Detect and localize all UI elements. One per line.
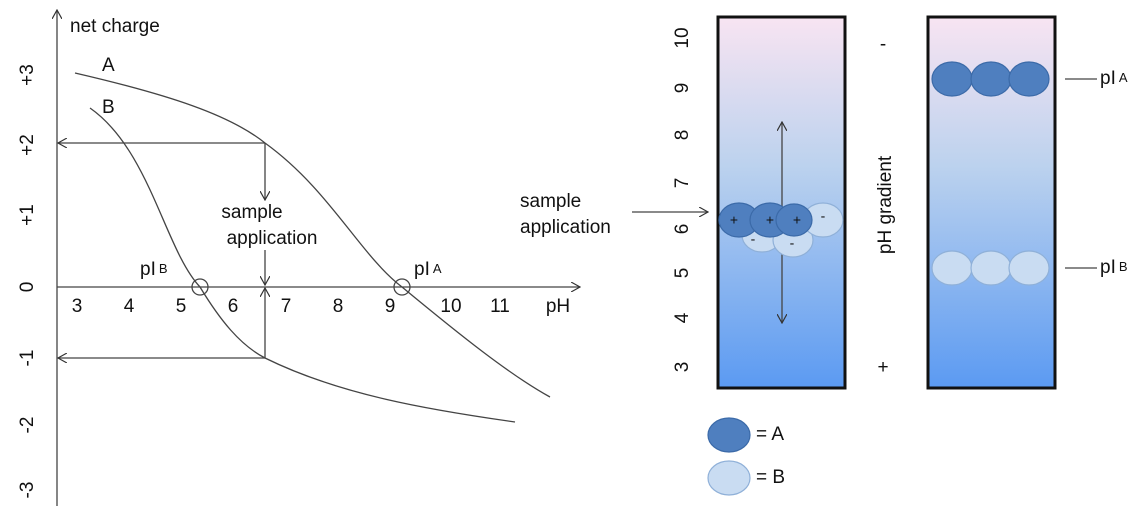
y-label: -2 xyxy=(17,417,38,434)
x-label: 7 xyxy=(281,296,292,317)
ph-label: 10 xyxy=(672,27,693,48)
legend-swatch xyxy=(708,461,750,495)
protein-a xyxy=(1009,62,1049,96)
y-label: +3 xyxy=(17,64,38,86)
y-label: 0 xyxy=(17,282,38,293)
pi-sub: B xyxy=(159,261,168,276)
pi-main: pI xyxy=(140,259,156,280)
charge: - xyxy=(790,235,795,251)
x-label: 8 xyxy=(333,296,344,317)
x-axis-title: pH xyxy=(546,296,570,317)
annotation: sample xyxy=(520,191,581,212)
pi-main: pI xyxy=(1100,257,1116,278)
x-label: 10 xyxy=(440,296,461,317)
pi-main: pI xyxy=(1100,68,1116,89)
protein-b xyxy=(1009,251,1049,285)
ph-label: 4 xyxy=(672,312,693,323)
x-label: 5 xyxy=(176,296,187,317)
curve-a-label: A xyxy=(102,55,115,76)
x-label: 6 xyxy=(228,296,239,317)
charge: + xyxy=(730,212,738,228)
annotation: sample xyxy=(221,202,282,223)
pi-main: pI xyxy=(414,259,430,280)
pi-sub: A xyxy=(1119,70,1128,85)
diagram: net charge +3+2+10-1-2-3 34567891011pH A… xyxy=(0,0,1148,506)
ph-label: 7 xyxy=(672,178,693,189)
charge: + xyxy=(766,212,774,228)
charge: - xyxy=(751,231,756,247)
pi-sub: B xyxy=(1119,259,1128,274)
ph-label: 5 xyxy=(672,268,693,279)
annotation: application xyxy=(520,217,611,238)
x-label: 9 xyxy=(385,296,396,317)
curve-b-label: B xyxy=(102,97,115,118)
x-label: 11 xyxy=(490,296,510,317)
charge: + xyxy=(793,212,801,228)
x-label: 4 xyxy=(124,296,135,317)
gradient-label: pH gradient xyxy=(875,155,896,254)
ph-label: 9 xyxy=(672,83,693,94)
gel-panel: 10 9 8 7 6 5 4 3 sample application + + + - - -… xyxy=(520,17,1128,495)
x-label: 3 xyxy=(72,296,83,317)
legend-label: = A xyxy=(756,424,784,445)
pi-sub: A xyxy=(433,261,442,276)
charge: - xyxy=(821,208,826,224)
y-axis-title: net charge xyxy=(70,16,160,37)
legend-label: = B xyxy=(756,467,785,488)
anode: + xyxy=(877,357,888,378)
left-plot: net charge +3 +2 +1 0 -1 -2 -3 3 4 5 6 7 8 9 10 11 pH A… xyxy=(17,10,580,506)
ph-label: 8 xyxy=(672,130,693,141)
annotation: application xyxy=(227,228,318,249)
y-label: +1 xyxy=(17,204,38,226)
y-label: -3 xyxy=(17,482,38,499)
ph-label: 6 xyxy=(672,224,693,235)
y-label: -1 xyxy=(17,350,38,367)
cathode: - xyxy=(880,34,886,55)
protein-b xyxy=(971,251,1011,285)
y-label: +2 xyxy=(17,134,38,156)
legend-swatch xyxy=(708,418,750,452)
protein-b xyxy=(932,251,972,285)
protein-a xyxy=(971,62,1011,96)
protein-a xyxy=(932,62,972,96)
ph-label: 3 xyxy=(672,362,693,373)
